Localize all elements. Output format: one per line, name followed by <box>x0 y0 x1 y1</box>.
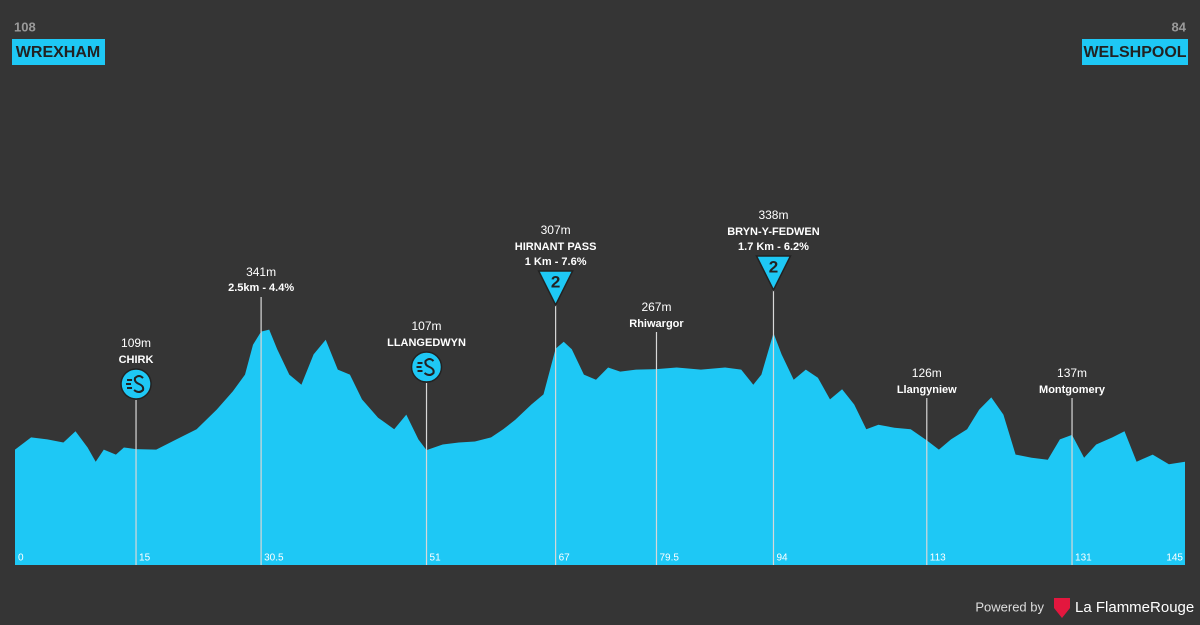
x-tick-label: 113 <box>930 553 946 564</box>
sprint-symbol <box>416 358 435 376</box>
waypoint-elevation: 109m <box>121 336 151 350</box>
sprint-icon <box>410 351 443 383</box>
brand-logo <box>1054 598 1070 618</box>
climb-marker <box>755 255 792 292</box>
waypoint-elevation: 338m <box>758 208 788 222</box>
waypoint-name: BRYN-Y-FEDWEN <box>727 226 820 238</box>
waypoint-name: Llangyniew <box>897 384 957 396</box>
x-tick-label: 94 <box>776 553 788 564</box>
start-name: WREXHAM <box>16 44 100 61</box>
brand: La FlammeRouge <box>1075 599 1194 616</box>
waypoint-elevation: 126m <box>912 366 942 380</box>
waypoint-name: CHIRK <box>119 354 154 366</box>
start-box <box>12 39 105 65</box>
finish-name: WELSHPOOL <box>1083 44 1186 61</box>
climb-detail: 2.5km - 4.4% <box>228 282 294 294</box>
waypoint-name: Montgomery <box>1039 384 1106 396</box>
waypoint-elevation: 341m <box>246 265 276 279</box>
waypoint-elevation: 137m <box>1057 366 1087 380</box>
elevation-profile <box>15 329 1185 565</box>
waypoint-elevation: 307m <box>541 223 571 237</box>
finish-elevation: 84 <box>1172 19 1187 34</box>
climb-marker <box>537 270 574 307</box>
finish-box <box>1082 39 1188 65</box>
x-tick-label: 145 <box>1166 553 1183 564</box>
x-tick-label: 15 <box>139 553 151 564</box>
x-tick-label: 30.5 <box>264 553 284 564</box>
climb-detail: 1.7 Km - 6.2% <box>738 241 809 253</box>
waypoint-name: LLANGEDWYN <box>387 337 466 349</box>
climb-category: 2 <box>551 272 560 291</box>
waypoint-name: HIRNANT PASS <box>515 241 597 253</box>
start-elevation: 108 <box>14 19 36 34</box>
x-tick-label: 131 <box>1075 553 1092 564</box>
waypoint-elevation: 107m <box>412 319 442 333</box>
x-tick-label: 0 <box>18 553 24 564</box>
x-tick-label: 79.5 <box>659 553 679 564</box>
climb-detail: 1 Km - 7.6% <box>525 256 587 268</box>
x-tick-label: 51 <box>430 553 442 564</box>
waypoint-name: Rhiwargor <box>629 318 684 330</box>
waypoint-elevation: 267m <box>641 300 671 314</box>
sprint-symbol <box>126 375 145 393</box>
x-tick-label: 67 <box>559 553 571 564</box>
sprint-icon <box>120 368 152 400</box>
powered-by: Powered by <box>975 599 1044 614</box>
climb-category: 2 <box>769 257 778 276</box>
